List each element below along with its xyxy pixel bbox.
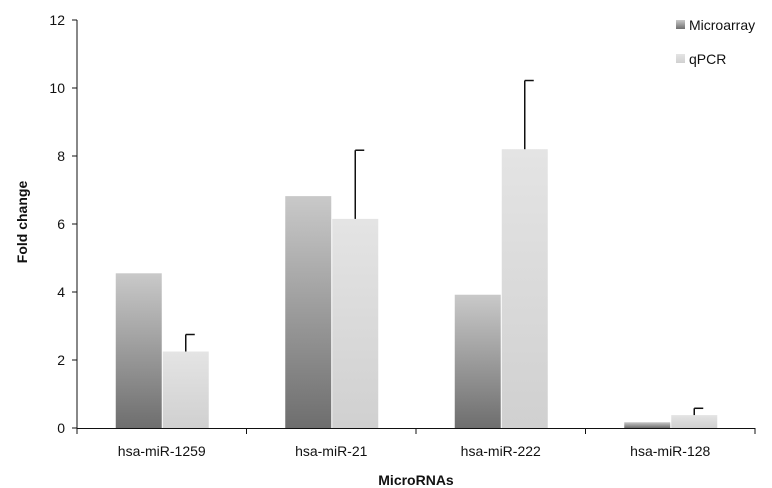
legend: Microarray qPCR — [676, 17, 755, 67]
bar-qpcr-hsa-mir-128 — [671, 415, 718, 428]
y-tick-label: 8 — [57, 148, 65, 164]
legend-swatch-microarray — [676, 20, 685, 29]
x-tick-label: hsa-miR-1259 — [118, 443, 206, 459]
legend-swatch-qpcr — [676, 54, 685, 63]
y-tick-label: 4 — [57, 284, 65, 300]
legend-label-microarray: Microarray — [689, 17, 755, 33]
y-tick-label: 6 — [57, 216, 65, 232]
bar-qpcr-hsa-mir-1259 — [162, 351, 209, 428]
y-tick-label: 0 — [57, 420, 65, 436]
bar-microarray-hsa-mir-21 — [285, 196, 332, 428]
bar-microarray-hsa-mir-1259 — [115, 273, 162, 428]
bar-qpcr-hsa-mir-222 — [501, 149, 548, 428]
bar-microarray-hsa-mir-222 — [454, 294, 501, 428]
x-axis-title: MicroRNAs — [378, 472, 454, 488]
y-tick-label: 12 — [49, 12, 65, 28]
error-bar-qpcr-hsa-mir-21 — [354, 149, 365, 219]
bar-microarray-hsa-mir-128 — [624, 422, 671, 428]
axes-layer — [72, 19, 756, 434]
x-tick-label: hsa-miR-21 — [295, 443, 368, 459]
y-tick-label: 2 — [57, 352, 65, 368]
error-bar-qpcr-hsa-mir-1259 — [185, 333, 195, 352]
y-axis-title: Fold change — [14, 181, 30, 264]
y-tick-label: 10 — [49, 80, 65, 96]
bar-qpcr-hsa-mir-21 — [332, 218, 379, 428]
x-tick-label: hsa-miR-128 — [630, 443, 710, 459]
error-bars-layer — [185, 79, 704, 416]
legend-label-qpcr: qPCR — [689, 51, 726, 67]
error-bar-qpcr-hsa-mir-128 — [693, 407, 704, 416]
bars-layer — [115, 149, 718, 428]
labels-layer: 0 2 4 6 8 10 12 hsa-miR-1259 hsa-miR-21 hsa-miR-2… — [49, 12, 710, 459]
error-bar-qpcr-hsa-mir-222 — [524, 79, 534, 150]
x-tick-label: hsa-miR-222 — [461, 443, 541, 459]
